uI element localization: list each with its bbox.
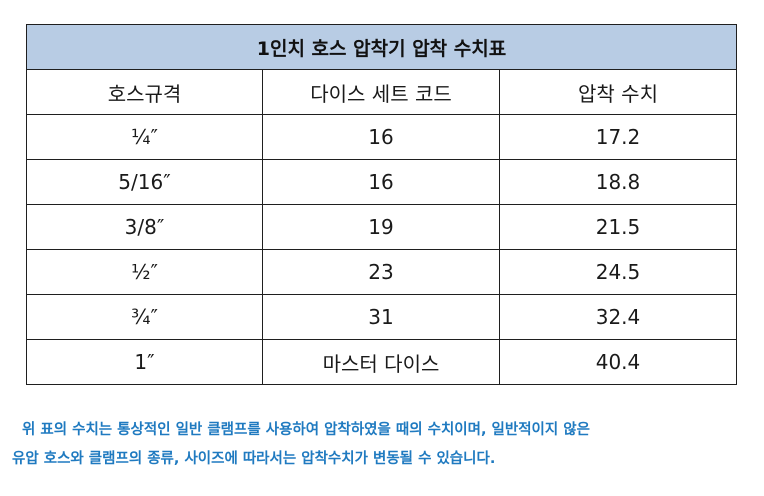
hose-spec-cell: 3/8″ [26,204,263,250]
table-row: 3/8″ 19 21.5 [26,204,737,250]
hose-spec-cell: ¾″ [26,294,263,340]
hose-spec-cell: ½″ [26,249,263,295]
table-row: ½″ 23 24.5 [26,249,737,295]
die-code-cell: 16 [262,159,500,205]
hose-spec-cell: 5/16″ [26,159,263,205]
crimp-value-table-container: 1인치 호스 압착기 압착 수치표 호스규격 다이스 세트 코드 압착 수치 ¼… [26,24,737,385]
crimp-value-cell: 17.2 [499,114,737,160]
table-title: 1인치 호스 압착기 압착 수치표 [26,24,737,70]
crimp-value-cell: 21.5 [499,204,737,250]
die-code-cell: 23 [262,249,500,295]
crimp-value-cell: 32.4 [499,294,737,340]
crimp-value-table: 1인치 호스 압착기 압착 수치표 호스규격 다이스 세트 코드 압착 수치 ¼… [26,24,737,385]
die-code-cell: 19 [262,204,500,250]
header-hose-spec: 호스규격 [26,69,263,115]
table-header-row: 호스규격 다이스 세트 코드 압착 수치 [26,69,737,115]
die-code-cell: 31 [262,294,500,340]
table-row: 1″ 마스터 다이스 40.4 [26,339,737,385]
hose-spec-cell: ¼″ [26,114,263,160]
crimp-value-cell: 24.5 [499,249,737,295]
table-row: ¾″ 31 32.4 [26,294,737,340]
footnote-line-2: 유압 호스와 클램프의 종류, 사이즈에 따라서는 압착수치가 변동될 수 있습… [12,451,496,467]
die-code-cell: 마스터 다이스 [262,339,500,385]
table-row: ¼″ 16 17.2 [26,114,737,160]
footnote-line-1: 위 표의 수치는 통상적인 일반 클램프를 사용하여 압착하였을 때의 수치이며… [22,422,590,438]
crimp-value-cell: 40.4 [499,339,737,385]
crimp-value-cell: 18.8 [499,159,737,205]
header-die-set-code: 다이스 세트 코드 [262,69,500,115]
table-row: 5/16″ 16 18.8 [26,159,737,205]
footnote: 위 표의 수치는 통상적인 일반 클램프를 사용하여 압착하였을 때의 수치이며… [12,416,760,474]
header-crimp-value: 압착 수치 [499,69,737,115]
hose-spec-cell: 1″ [26,339,263,385]
die-code-cell: 16 [262,114,500,160]
table-title-row: 1인치 호스 압착기 압착 수치표 [26,24,737,70]
